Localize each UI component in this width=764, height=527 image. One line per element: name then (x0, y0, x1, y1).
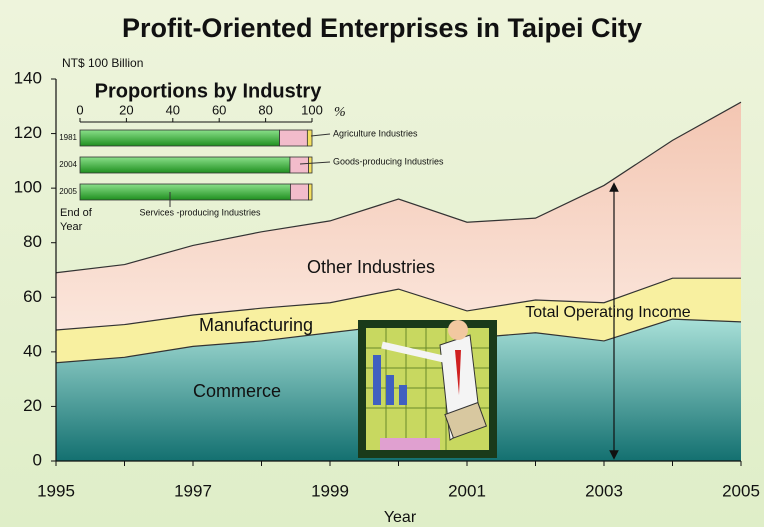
inset-y-label: End of Year (60, 207, 92, 233)
inset-legend: Goods-producing Industries (333, 156, 444, 166)
inset-bar (308, 183, 313, 201)
y-tick-label: 80 (23, 232, 42, 251)
inset-unit: % (334, 105, 346, 120)
inset-legend: Agriculture Industries (333, 128, 418, 138)
inset-tick-label: 60 (212, 102, 226, 117)
leader-line (299, 161, 331, 165)
inset-bar (306, 129, 313, 147)
x-tick-label: 1995 (37, 481, 75, 500)
y-axis-label: NT$ 100 Billion (62, 56, 143, 70)
inset-bar (79, 183, 291, 201)
area (56, 102, 741, 331)
area-label: Commerce (193, 381, 281, 401)
inset-tick-label: 80 (258, 102, 272, 117)
inset-bar (289, 156, 309, 174)
x-tick-label: 2003 (585, 481, 623, 500)
inset-bar (308, 156, 313, 174)
inset-legend: Services -producing Industries (139, 207, 261, 217)
inset-tick-label: 40 (166, 102, 180, 117)
inset-row-label: 1981 (59, 133, 77, 142)
inset-bar (290, 183, 309, 201)
inset-title: Proportions by Industry (95, 80, 323, 102)
chart-title: Profit-Oriented Enterprises in Taipei Ci… (122, 13, 642, 43)
y-tick-label: 140 (14, 68, 42, 87)
inset-row-label: 2005 (59, 187, 77, 196)
inset-row-label: 2004 (59, 160, 77, 169)
inset-bar (79, 129, 280, 147)
inset-tick-label: 100 (301, 102, 323, 117)
clipart (358, 320, 497, 458)
inset-tick-label: 0 (76, 102, 83, 117)
x-axis-label: Year (384, 509, 417, 526)
y-tick-label: 100 (14, 178, 42, 197)
y-tick-label: 120 (14, 123, 42, 142)
x-tick-label: 2005 (722, 481, 760, 500)
y-tick-label: 40 (23, 341, 42, 360)
area-edge (55, 277, 741, 331)
leader-line (310, 133, 331, 137)
inset-tick-label: 20 (119, 102, 133, 117)
inset-bar (79, 156, 291, 174)
x-tick-label: 1999 (311, 481, 349, 500)
y-tick-label: 60 (23, 287, 42, 306)
annotation: Total Operating Income (525, 304, 691, 321)
area-label: Manufacturing (199, 315, 313, 335)
x-tick-label: 2001 (448, 481, 486, 500)
area-edge (55, 101, 742, 274)
x-tick-label: 1997 (174, 481, 212, 500)
inset-bar (279, 129, 308, 147)
y-tick-label: 0 (33, 450, 42, 469)
area-label: Other Industries (307, 257, 435, 277)
y-tick-label: 20 (23, 396, 42, 415)
